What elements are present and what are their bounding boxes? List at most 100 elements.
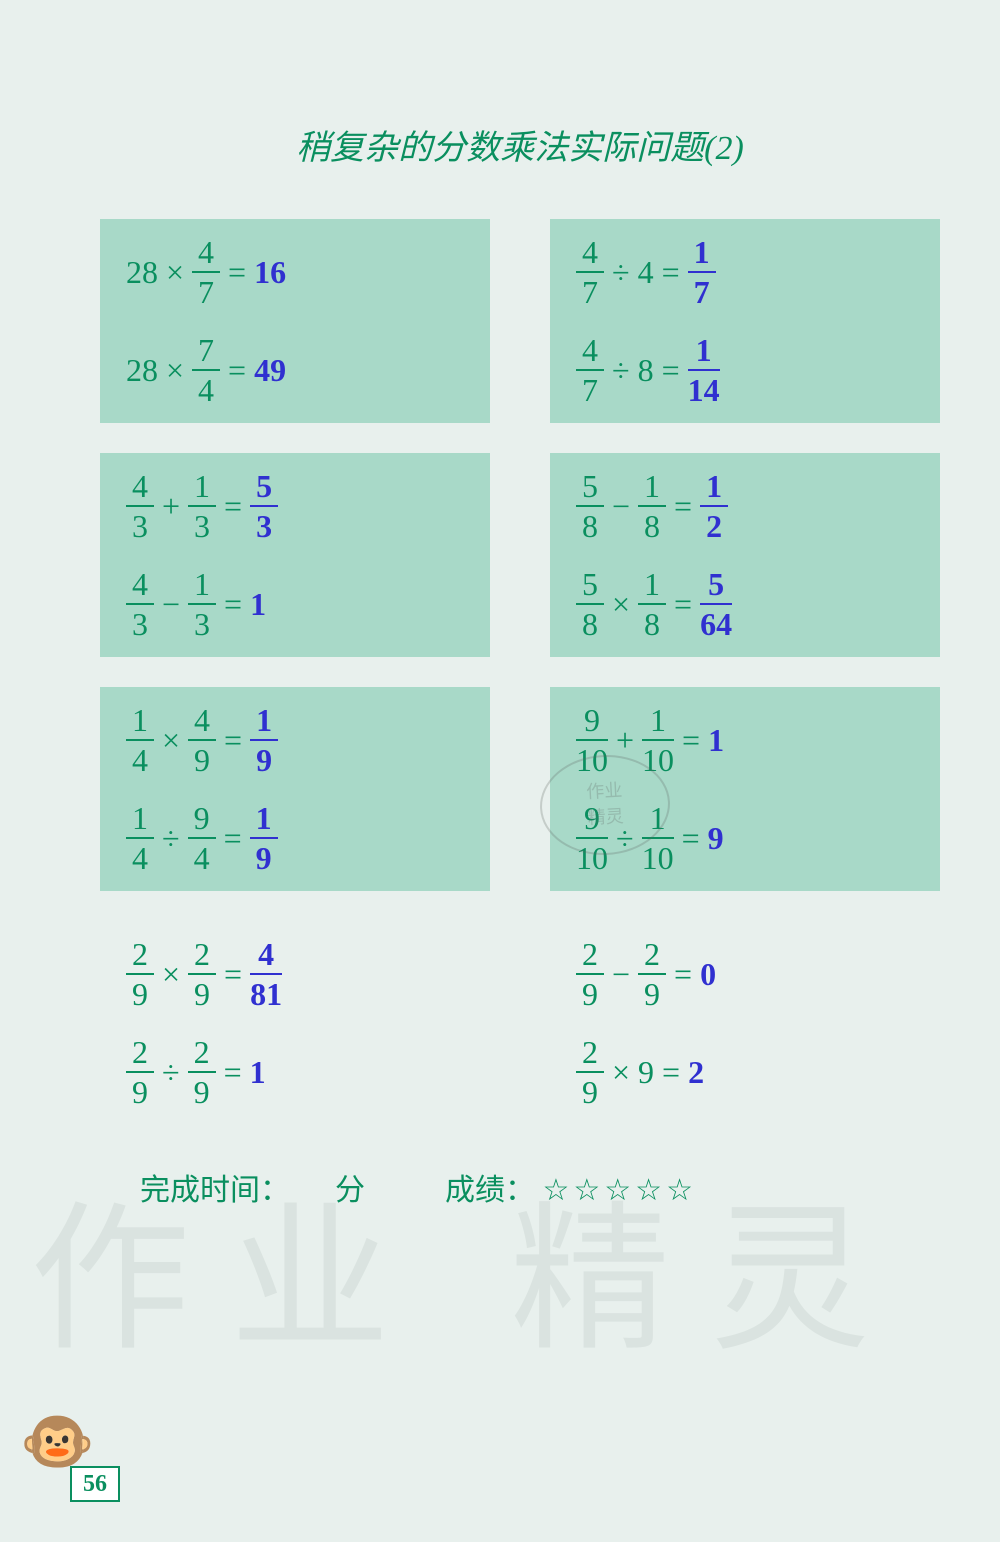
answer-fraction: 114 (684, 334, 724, 406)
score-label: 成绩： (445, 1174, 535, 1207)
operator: = (220, 820, 246, 857)
fraction: 29 (122, 938, 158, 1010)
fraction: 110 (638, 802, 678, 874)
problem-box: 28×47=1628×74=49 (100, 219, 490, 423)
integer: 9 (634, 1054, 658, 1091)
fraction: 47 (188, 236, 224, 308)
operator: ÷ (608, 352, 634, 389)
operator: = (678, 820, 704, 857)
answer-fraction: 564 (696, 568, 736, 640)
operator: ÷ (158, 1054, 184, 1091)
operator: × (162, 254, 188, 291)
operator: × (158, 722, 184, 759)
fraction: 910 (572, 704, 612, 776)
time-unit: 分 (335, 1174, 365, 1207)
score: 成绩： ☆☆☆☆☆ (445, 1165, 697, 1209)
problem-box: 29×29=481 29÷29=1 (100, 921, 490, 1125)
operator: + (612, 722, 638, 759)
left-column: 28×47=1628×74=4943+13=5343−13=114×49=191… (100, 219, 490, 1125)
worksheet-page: 稍复杂的分数乘法实际问题(2) 28×47=1628×74=4943+13=53… (0, 0, 1000, 1542)
math-problem: 910÷110=9 (572, 803, 918, 873)
math-problem: 28×47=16 (122, 237, 468, 307)
fraction: 58 (572, 568, 608, 640)
operator: × (608, 586, 634, 623)
operator: = (658, 352, 684, 389)
fraction: 18 (634, 470, 670, 542)
math-problem: 47÷4=17 (572, 237, 918, 307)
fraction: 14 (122, 802, 158, 874)
fraction: 18 (634, 568, 670, 640)
fraction: 43 (122, 470, 158, 542)
operator: = (220, 586, 246, 623)
fraction: 43 (122, 568, 158, 640)
footer: 完成时间： 分 成绩： ☆☆☆☆☆ (100, 1165, 940, 1209)
math-problem: 29×29=481 (122, 939, 468, 1009)
problem-box: 58−18=1258×18=564 (550, 453, 940, 657)
answer-fraction: 53 (246, 470, 282, 542)
problem-box: 910+110=1910÷110=9 (550, 687, 940, 891)
operator: × (162, 352, 188, 389)
fraction: 29 (572, 938, 608, 1010)
fraction: 47 (572, 236, 608, 308)
operator: = (658, 1054, 684, 1091)
operator: − (158, 586, 184, 623)
answer-fraction: 12 (696, 470, 732, 542)
answer: 16 (250, 254, 290, 291)
answer: 49 (250, 352, 290, 389)
answer: 0 (696, 956, 720, 993)
completion-time: 完成时间： 分 (140, 1165, 365, 1209)
operator: = (220, 956, 246, 993)
operator: ÷ (158, 820, 184, 857)
operator: = (670, 488, 696, 525)
fraction: 29 (634, 938, 670, 1010)
math-problem: 43+13=53 (122, 471, 468, 541)
operator: = (670, 956, 696, 993)
problem-box: 14×49=19 14÷94=19 (100, 687, 490, 891)
math-problem: 29−29=0 (572, 939, 918, 1009)
fraction: 110 (638, 704, 678, 776)
page-title: 稍复杂的分数乘法实际问题(2) (100, 120, 940, 169)
answer-fraction: 19 (246, 802, 282, 874)
answer-fraction: 19 (246, 704, 282, 776)
operator: = (220, 1054, 246, 1091)
operator: − (608, 956, 634, 993)
operator: = (658, 254, 684, 291)
integer: 4 (634, 254, 658, 291)
math-problem: 47÷8=114 (572, 335, 918, 405)
math-problem: 14×49=19 (122, 705, 468, 775)
math-problem: 29÷29=1 (122, 1037, 468, 1107)
math-problem: 910+110=1 (572, 705, 918, 775)
operator: × (158, 956, 184, 993)
fraction: 13 (184, 568, 220, 640)
time-value (298, 1174, 328, 1207)
fraction: 14 (122, 704, 158, 776)
problem-box: 43+13=5343−13=1 (100, 453, 490, 657)
operator: = (670, 586, 696, 623)
math-problem: 14÷94=19 (122, 803, 468, 873)
math-problem: 58−18=12 (572, 471, 918, 541)
operator: − (608, 488, 634, 525)
problem-box: 47÷4=1747÷8=114 (550, 219, 940, 423)
operator: = (224, 352, 250, 389)
operator: = (678, 722, 704, 759)
fraction: 58 (572, 470, 608, 542)
time-label: 完成时间： (140, 1174, 290, 1207)
operator: = (220, 722, 246, 759)
math-problem: 58×18=564 (572, 569, 918, 639)
answer: 9 (704, 820, 728, 857)
integer: 28 (122, 352, 162, 389)
answer: 1 (246, 586, 270, 623)
fraction: 29 (184, 938, 220, 1010)
problem-columns: 28×47=1628×74=4943+13=5343−13=114×49=191… (100, 219, 940, 1125)
fraction: 29 (572, 1036, 608, 1108)
score-stars: ☆☆☆☆☆ (543, 1174, 697, 1207)
math-problem: 29×9=2 (572, 1037, 918, 1107)
right-column: 47÷4=1747÷8=11458−18=1258×18=564910+110=… (550, 219, 940, 1125)
operator: = (220, 488, 246, 525)
fraction: 910 (572, 802, 612, 874)
integer: 8 (634, 352, 658, 389)
math-problem: 28×74=49 (122, 335, 468, 405)
operator: ÷ (612, 820, 638, 857)
fraction: 13 (184, 470, 220, 542)
answer-fraction: 17 (684, 236, 720, 308)
